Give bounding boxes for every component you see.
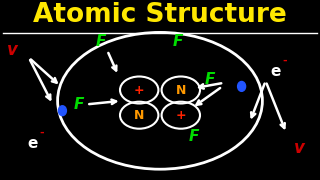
Text: F: F [188, 129, 199, 144]
Text: -: - [39, 128, 44, 138]
Text: v: v [294, 139, 305, 157]
Text: +: + [175, 109, 186, 122]
Text: v: v [7, 41, 18, 59]
Ellipse shape [59, 106, 67, 116]
Text: N: N [134, 109, 144, 122]
Text: e: e [27, 136, 37, 152]
Text: Atomic Structure: Atomic Structure [33, 2, 287, 28]
Text: F: F [96, 34, 106, 49]
Text: F: F [204, 72, 215, 87]
Text: F: F [172, 34, 183, 49]
Text: e: e [270, 64, 281, 80]
Text: N: N [176, 84, 186, 96]
Text: F: F [73, 97, 84, 112]
Ellipse shape [237, 81, 246, 91]
Text: -: - [283, 56, 287, 66]
Text: +: + [134, 84, 145, 96]
